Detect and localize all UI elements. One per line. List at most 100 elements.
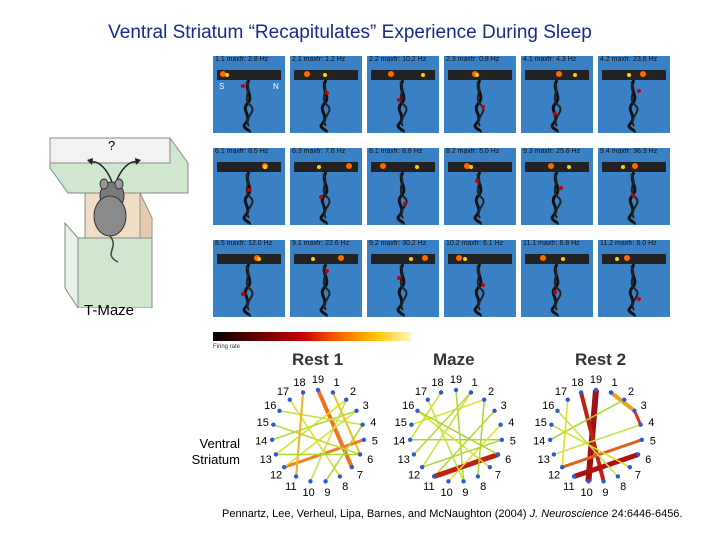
place-field-label: 2.3 maxfr: 0.8 Hz: [446, 56, 500, 63]
connection-line: [271, 410, 357, 441]
cell-node: [308, 479, 313, 484]
cell-node: [330, 390, 336, 395]
cell-number: 11: [285, 481, 296, 493]
connection-line: [324, 424, 364, 482]
place-field-panel: 8.2 maxfr: 5.0 Hz: [444, 148, 516, 225]
cell-number: 6: [645, 454, 651, 466]
connection-line: [289, 399, 341, 477]
cell-node: [453, 387, 459, 393]
maze-trajectory: [371, 162, 435, 225]
cell-node: [361, 437, 367, 442]
maze-trajectory: [602, 254, 666, 317]
cell-number: 18: [431, 377, 443, 389]
cell-node: [586, 479, 591, 484]
firing-rate-colorbar: [213, 332, 411, 341]
place-field-label: 4.2 maxfr: 23.6 Hz: [600, 56, 658, 63]
cell-number: 8: [480, 481, 486, 493]
cell-node: [415, 408, 420, 414]
cell-node: [411, 452, 417, 457]
cell-node: [438, 390, 444, 395]
cell-node: [565, 397, 570, 402]
cell-node: [349, 464, 355, 470]
connection-line: [279, 410, 363, 426]
place-field-label: 8.5 maxfr: 12.0 Hz: [215, 240, 273, 247]
maze-trajectory: [294, 254, 358, 317]
place-field-label: 8.2 maxfr: 5.0 Hz: [446, 148, 500, 155]
cell-node: [547, 437, 553, 442]
cell-node: [293, 474, 299, 479]
cell-number: 2: [350, 386, 356, 398]
place-field-panel: 9.2 maxfr: 30.2 Hz: [367, 240, 439, 317]
maze-trajectory: [602, 70, 666, 133]
cell-node: [578, 390, 584, 395]
place-field-panel: 2.1 maxfr: 1.2 Hz: [290, 56, 362, 133]
cell-node: [601, 479, 606, 484]
cell-number: 19: [312, 374, 324, 386]
maze-trajectory: [525, 254, 589, 317]
cell-node: [615, 474, 621, 479]
cell-node: [627, 464, 633, 470]
place-field-label: 11.1 maxfr: 6.8 Hz: [523, 240, 580, 247]
cell-number: 8: [620, 481, 626, 493]
network-title-rest2: Rest 2: [575, 350, 627, 369]
cell-number: 14: [255, 436, 267, 448]
t-maze-illustration: ?: [40, 128, 190, 310]
cell-node: [487, 464, 493, 470]
place-field-label: 9.2 maxfr: 30.2 Hz: [369, 240, 427, 247]
connection-line: [573, 452, 639, 479]
cell-node: [357, 452, 363, 457]
connection-line: [561, 438, 643, 469]
cell-node: [271, 422, 276, 427]
connection-line: [421, 392, 472, 468]
place-field-panel: 8.5 maxfr: 12.0 Hz: [213, 240, 285, 317]
cell-number: 16: [264, 400, 276, 412]
cell-node: [482, 397, 487, 402]
question-mark: ?: [108, 138, 116, 153]
cell-node: [281, 464, 287, 470]
connection-line: [447, 424, 502, 482]
cell-node: [337, 474, 343, 479]
place-field-panel: 6.1 maxfr: 8.5 Hz: [213, 148, 285, 225]
cell-node: [632, 408, 637, 414]
maze-trajectory: [448, 254, 512, 317]
cell-number: 16: [542, 400, 554, 412]
cell-node: [475, 474, 481, 479]
cell-node: [431, 474, 437, 479]
cell-number: 10: [302, 487, 314, 499]
cell-number: 19: [450, 374, 462, 386]
cell-number: 17: [277, 386, 289, 398]
cell-node: [344, 397, 349, 402]
place-field-label: 1.1 maxfr: 2.8 Hz: [215, 56, 269, 63]
connection-line: [421, 439, 503, 468]
connection-line: [609, 390, 636, 413]
cell-node: [446, 479, 451, 484]
place-field-panel: 6.3 maxfr: 7.6 Hz: [290, 148, 362, 225]
place-field-grid: 1.1 maxfr: 2.8 Hz S N 2.1 maxfr: 1.2 Hz 2.2 …: [213, 56, 673, 318]
cell-number: 19: [590, 374, 602, 386]
cell-node: [300, 390, 306, 395]
cell-node: [498, 422, 503, 427]
cell-node: [407, 437, 413, 442]
cell-number: 5: [650, 436, 656, 448]
cell-node: [425, 397, 430, 402]
place-field-label: 2.1 maxfr: 1.2 Hz: [292, 56, 346, 63]
connection-line: [417, 410, 499, 456]
connection-line: [553, 423, 641, 456]
maze-trajectory: [371, 70, 435, 133]
maze-trajectory: [294, 162, 358, 225]
citation: Pennartz, Lee, Verheul, Lipa, Barnes, an…: [222, 508, 682, 520]
cell-node: [419, 464, 425, 470]
connection-line: [409, 392, 442, 441]
cell-number: 15: [257, 417, 269, 429]
cell-node: [571, 474, 577, 479]
place-field-label: 6.3 maxfr: 7.6 Hz: [292, 148, 346, 155]
cell-node: [461, 479, 466, 484]
place-field-panel: 4.1 maxfr: 4.3 Hz: [521, 56, 593, 133]
network-title-maze: Maze: [433, 350, 475, 369]
cell-number: 4: [370, 417, 376, 429]
connection-line: [309, 399, 347, 482]
connection-line: [283, 410, 357, 468]
cell-node: [593, 387, 599, 393]
